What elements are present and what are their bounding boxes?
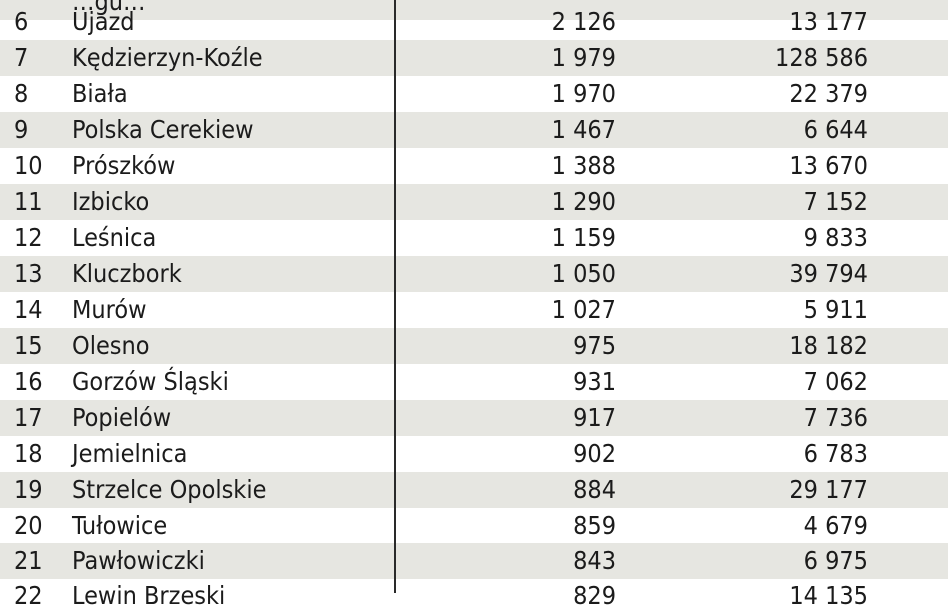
value-cell-2: 13 670 — [789, 151, 868, 180]
column-divider — [394, 0, 396, 593]
table-row: 17 Popielów 917 7 736 — [0, 400, 948, 436]
municipality-name-cell: Jemielnica — [72, 439, 188, 468]
rank-cell: 9 — [14, 115, 29, 144]
value-cell-2: 6 783 — [803, 439, 868, 468]
table-row: 19 Strzelce Opolskie 884 29 177 — [0, 472, 948, 508]
table-row: 18 Jemielnica 902 6 783 — [0, 436, 948, 472]
table-row: 7 Kędzierzyn-Koźle 1 979 128 586 — [0, 40, 948, 76]
municipality-name-cell: Prószków — [72, 151, 176, 180]
rank-cell: 18 — [14, 439, 43, 468]
value-cell-1: 1 388 — [551, 151, 616, 180]
value-cell-2: 22 379 — [789, 79, 868, 108]
municipality-name-cell: Izbicko — [72, 187, 150, 216]
table-row: 10 Prószków 1 388 13 670 — [0, 148, 948, 184]
value-cell-1: 843 — [573, 546, 616, 575]
municipality-name-cell: …gu… — [72, 0, 146, 16]
rank-cell: 22 — [14, 581, 43, 610]
table-row: 14 Murów 1 027 5 911 — [0, 292, 948, 328]
value-cell-2: 6 975 — [803, 546, 868, 575]
municipality-name-cell: Kluczbork — [72, 259, 182, 288]
table-row: 22 Lewin Brzeski 829 14 135 — [0, 578, 948, 614]
value-cell-1: 1 159 — [551, 223, 616, 252]
rank-cell: 11 — [14, 187, 43, 216]
value-cell-2: 18 182 — [789, 331, 868, 360]
value-cell-2: 7 736 — [803, 403, 868, 432]
municipality-name-cell: Strzelce Opolskie — [72, 475, 267, 504]
municipality-name-cell: Lewin Brzeski — [72, 581, 226, 610]
value-cell-1: 1 050 — [551, 259, 616, 288]
rank-cell: 7 — [14, 43, 29, 72]
rank-cell: 12 — [14, 223, 43, 252]
municipality-name-cell: Ujazd — [72, 7, 135, 36]
value-cell-1: 1 027 — [551, 295, 616, 324]
rank-cell: 20 — [14, 511, 43, 540]
table-row: 15 Olesno 975 18 182 — [0, 328, 948, 364]
value-cell-2: 128 586 — [775, 43, 868, 72]
value-cell-1: 1 467 — [551, 115, 616, 144]
rank-cell: 21 — [14, 546, 43, 575]
rank-cell: 10 — [14, 151, 43, 180]
value-cell-2: 4 679 — [803, 511, 868, 540]
municipality-name-cell: Leśnica — [72, 223, 157, 252]
value-cell-2: 14 135 — [789, 581, 868, 610]
municipality-name-cell: Tułowice — [72, 511, 168, 540]
value-cell-2: 5 911 — [803, 295, 868, 324]
rank-cell: 14 — [14, 295, 43, 324]
table-row: …gu… — [0, 0, 948, 20]
value-cell-1: 859 — [573, 511, 616, 540]
municipality-name-cell: Murów — [72, 295, 147, 324]
value-cell-1: 1 970 — [551, 79, 616, 108]
table-row: 8 Biała 1 970 22 379 — [0, 76, 948, 112]
table-row: 12 Leśnica 1 159 9 833 — [0, 220, 948, 256]
rank-cell: 17 — [14, 403, 43, 432]
table-row: 20 Tułowice 859 4 679 — [0, 508, 948, 544]
value-cell-2: 29 177 — [789, 475, 868, 504]
rank-cell: 16 — [14, 367, 43, 396]
municipality-name-cell: Olesno — [72, 331, 150, 360]
rank-cell: 8 — [14, 79, 29, 108]
municipality-name-cell: Pawłowiczki — [72, 546, 205, 575]
value-cell-1: 931 — [573, 367, 616, 396]
value-cell-2: 13 177 — [789, 7, 868, 36]
table-row: 13 Kluczbork 1 050 39 794 — [0, 256, 948, 292]
value-cell-2: 39 794 — [789, 259, 868, 288]
municipality-name-cell: Biała — [72, 79, 128, 108]
value-cell-2: 7 152 — [803, 187, 868, 216]
value-cell-1: 1 290 — [551, 187, 616, 216]
rank-cell: 13 — [14, 259, 43, 288]
value-cell-1: 884 — [573, 475, 616, 504]
table-row: 16 Gorzów Śląski 931 7 062 — [0, 364, 948, 400]
value-cell-2: 7 062 — [803, 367, 868, 396]
value-cell-1: 1 979 — [551, 43, 616, 72]
value-cell-1: 902 — [573, 439, 616, 468]
table-row: 21 Pawłowiczki 843 6 975 — [0, 543, 948, 579]
value-cell-1: 917 — [573, 403, 616, 432]
value-cell-2: 6 644 — [803, 115, 868, 144]
value-cell-1: 975 — [573, 331, 616, 360]
rank-cell: 6 — [14, 7, 29, 36]
value-cell-1: 829 — [573, 581, 616, 610]
municipality-name-cell: Kędzierzyn-Koźle — [72, 43, 263, 72]
value-cell-2: 9 833 — [803, 223, 868, 252]
table-row: 6 Ujazd 2 126 13 177 — [0, 4, 948, 40]
value-cell-1: 2 126 — [551, 7, 616, 36]
municipality-name-cell: Popielów — [72, 403, 172, 432]
table-row: 9 Polska Cerekiew 1 467 6 644 — [0, 112, 948, 148]
rank-cell: 19 — [14, 475, 43, 504]
rank-cell: 15 — [14, 331, 43, 360]
table-row: 11 Izbicko 1 290 7 152 — [0, 184, 948, 220]
municipality-name-cell: Gorzów Śląski — [72, 367, 229, 396]
municipality-name-cell: Polska Cerekiew — [72, 115, 254, 144]
